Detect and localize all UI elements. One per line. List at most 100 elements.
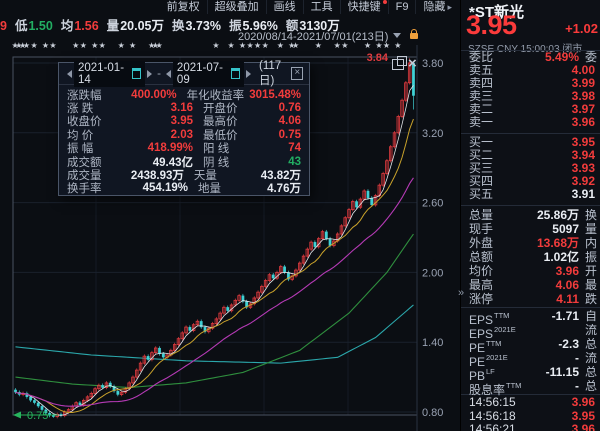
- menu-item-画线[interactable]: 画线: [265, 0, 303, 14]
- stat-value: 43: [288, 155, 301, 168]
- quote-info-row: 总量 25.86万换: [461, 209, 600, 222]
- stat-fragment: 均: [60, 19, 74, 33]
- market-status-line: SZSE CNY 15:00:03 闭市: [468, 40, 582, 55]
- tick-row: 14:56:15 3.96: [461, 396, 600, 409]
- stat-label: 收盘价: [67, 116, 102, 129]
- stat-fragment: 3130万: [299, 19, 340, 33]
- quote-info-row: 最高 4.06 最: [461, 279, 600, 292]
- ask-row[interactable]: 卖一 3.96: [461, 116, 600, 129]
- ask-row[interactable]: 卖二 3.97: [461, 103, 600, 116]
- svg-text:3.80: 3.80: [422, 58, 443, 70]
- stat-label: 涨 跌: [67, 103, 94, 116]
- stat-label: 涨跌幅: [67, 89, 102, 102]
- row-value: 3.96: [555, 264, 579, 278]
- menu-item-F9[interactable]: F9: [387, 0, 416, 14]
- popup-close-button[interactable]: [291, 67, 304, 80]
- stat-label: 阴 线: [203, 156, 230, 169]
- calendar-icon[interactable]: [132, 68, 142, 79]
- region-close-icon[interactable]: [408, 57, 417, 71]
- row-value: 25.86万: [536, 208, 579, 222]
- stat-value: 3.16: [170, 102, 193, 115]
- lock-icon[interactable]: [410, 28, 419, 39]
- menu-item-前复权[interactable]: 前复权: [166, 1, 200, 13]
- row-label: 最高: [469, 278, 494, 292]
- tick-time: 14:56:15: [469, 395, 516, 409]
- tick-price: 3.96: [571, 395, 595, 409]
- row-label: 卖一: [469, 115, 494, 129]
- quote-panel: *ST新光 3.95 +1.02 SZSE CNY 15:00:03 闭市 委比…: [460, 0, 600, 431]
- stat-fragment: 换: [171, 19, 185, 33]
- price-stats-line: 9 低1.50 均1.56 量20.05万 换3.73% 振5.96% 额3130万: [0, 15, 341, 34]
- end-date-picker[interactable]: 2021-07-09: [172, 60, 244, 87]
- region-toolbar: [392, 55, 417, 71]
- start-date-next-icon[interactable]: [147, 69, 153, 78]
- stat-label: 最高价: [203, 116, 238, 129]
- clipped-label: 总: [585, 338, 598, 351]
- chevron-down-icon[interactable]: [393, 33, 402, 38]
- svg-text:1.40: 1.40: [422, 337, 443, 349]
- days-count-label: (117日): [259, 59, 282, 87]
- fundamental-row: EPS2021E 流: [461, 324, 600, 341]
- start-date-prev-icon[interactable]: [67, 69, 72, 78]
- row-label: 股息率TTM: [469, 381, 522, 397]
- region-stats-row: 振 幅 418.99% 阳 线 74: [67, 142, 301, 155]
- row-value: 4.00: [571, 63, 595, 77]
- row-value: 4.06: [555, 278, 579, 292]
- row-label: EPS2021E: [469, 325, 516, 341]
- date-separator: -: [157, 67, 161, 80]
- row-label: 卖二: [469, 102, 494, 116]
- row-value: 1.02亿: [543, 250, 579, 264]
- stat-fragment: 1.56: [74, 19, 99, 33]
- row-value: 3.96: [571, 115, 595, 129]
- stat-value: 3.95: [170, 115, 193, 128]
- divider: [461, 307, 600, 308]
- ask-row[interactable]: 卖五 4.00: [461, 64, 600, 77]
- region-stats-row: 收盘价 3.95 最高价 4.06: [67, 115, 301, 128]
- row-label: 现手: [469, 222, 494, 236]
- clipped-label: 振: [585, 251, 598, 264]
- row-label: 均价: [469, 264, 494, 278]
- bid-row[interactable]: 买一 3.95: [461, 136, 600, 149]
- stat-label: 最低价: [203, 129, 238, 142]
- stat-fragment: 3.73%: [185, 19, 221, 33]
- bid-row[interactable]: 买三 3.93: [461, 162, 600, 175]
- svg-text:2.60: 2.60: [422, 198, 443, 210]
- stat-fragment: 9: [0, 19, 7, 33]
- row-value: -1.71: [551, 309, 579, 323]
- stat-value: 74: [288, 142, 301, 155]
- ask-row[interactable]: 卖四 3.99: [461, 77, 600, 90]
- bid-row[interactable]: 买二 3.94: [461, 149, 600, 162]
- start-date-picker[interactable]: 2021-01-14: [74, 60, 146, 87]
- region-window-icon[interactable]: [392, 55, 407, 70]
- panel-collapse-handle[interactable]: »: [458, 287, 465, 299]
- end-date-prev-icon[interactable]: [165, 69, 171, 78]
- calendar-icon[interactable]: [231, 68, 240, 79]
- row-label: 买四: [469, 174, 494, 188]
- row-label: PETTM: [469, 339, 502, 355]
- region-stats-popup: 2021-01-14 - 2021-07-09 (117日) 涨跌幅 400.00…: [58, 59, 310, 196]
- menu-item-工具[interactable]: 工具: [302, 0, 340, 14]
- region-stats-row: 均 价 2.03 最低价 0.75: [67, 128, 301, 142]
- divider: [461, 394, 600, 395]
- row-value: -2.3: [558, 337, 579, 351]
- menu-item-隐藏[interactable]: 隐藏 ▸: [415, 0, 459, 14]
- bid-row[interactable]: 买五 3.91: [461, 188, 600, 201]
- date-range-control[interactable]: 2020/08/14-2021/07/01(213日): [238, 28, 419, 43]
- row-label: 买三: [469, 161, 494, 175]
- ask-row[interactable]: 卖三 3.98: [461, 90, 600, 103]
- row-label: 卖三: [469, 89, 494, 103]
- menu-item-快捷键[interactable]: 快捷键: [339, 0, 388, 14]
- bid-row[interactable]: 买四 3.92: [461, 175, 600, 188]
- region-stats-row: 成交量 2438.93万 天量 43.82万: [67, 168, 301, 182]
- region-stats-row: 成交额 49.43亿阴 线 43: [67, 155, 301, 169]
- menu-item-超级叠加[interactable]: 超级叠加: [206, 0, 266, 14]
- notification-dot-icon: [382, 0, 387, 4]
- end-date-next-icon[interactable]: [246, 69, 251, 78]
- divider: [461, 133, 600, 134]
- row-label: 买一: [469, 135, 494, 149]
- quote-info-row: 均价 3.96 开: [461, 265, 600, 278]
- clipped-label: 内: [585, 237, 598, 250]
- row-value: 4.11: [556, 292, 579, 306]
- fundamental-row: 股息率TTM - 总: [461, 380, 600, 397]
- clipped-label: 委: [585, 51, 598, 64]
